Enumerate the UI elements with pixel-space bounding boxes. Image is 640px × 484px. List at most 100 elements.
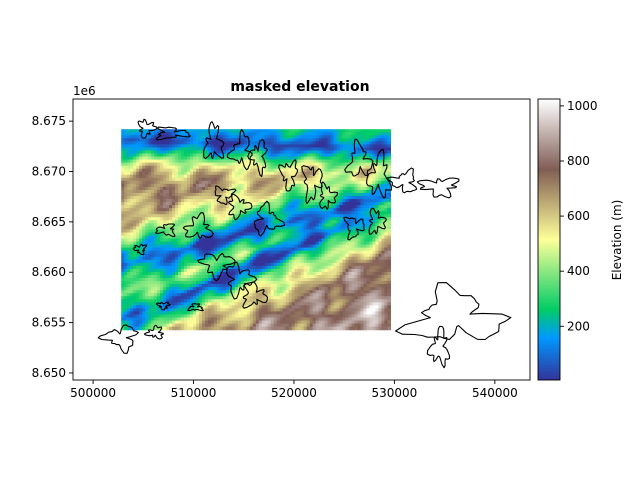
raster-cell — [240, 144, 245, 149]
raster-cell — [351, 165, 356, 170]
raster-cell — [210, 284, 215, 288]
raster-cell — [354, 165, 359, 170]
raster-cell — [339, 165, 344, 170]
raster-cell — [297, 259, 302, 264]
raster-cell — [312, 205, 317, 209]
raster-cell — [243, 138, 248, 142]
raster-cell — [357, 226, 362, 231]
raster-cell — [160, 202, 164, 206]
raster-cell — [339, 238, 344, 243]
raster-cell — [366, 220, 371, 224]
raster-cell — [157, 265, 161, 270]
raster-cell — [210, 296, 215, 300]
raster-cell — [357, 284, 362, 288]
raster-cell — [172, 196, 176, 200]
raster-cell — [246, 250, 251, 255]
raster-cell — [354, 287, 359, 291]
raster-cell — [348, 171, 353, 176]
raster-cell — [157, 171, 161, 176]
raster-cell — [366, 180, 371, 185]
raster-cell — [282, 208, 287, 212]
raster-cell — [264, 214, 269, 218]
raster-cell — [219, 165, 224, 170]
raster-cell — [306, 244, 311, 249]
raster-cell — [198, 259, 203, 264]
raster-cell — [216, 226, 221, 231]
raster-cell — [270, 262, 275, 267]
raster-cell — [234, 180, 239, 185]
raster-cell — [142, 156, 146, 161]
raster-cell — [210, 208, 215, 212]
raster-cell — [330, 278, 335, 282]
raster-cell — [384, 268, 388, 273]
raster-cell — [246, 284, 251, 288]
raster-cell — [261, 274, 266, 279]
raster-cell — [130, 265, 134, 270]
raster-cell — [372, 214, 377, 218]
raster-cell — [207, 268, 212, 273]
raster-cell — [210, 171, 215, 176]
raster-cell — [148, 135, 152, 139]
raster-cell — [151, 290, 155, 294]
raster-cell — [139, 278, 143, 282]
raster-cell — [121, 262, 125, 267]
raster-cell — [190, 271, 194, 276]
raster-cell — [228, 211, 233, 215]
raster-cell — [148, 229, 152, 234]
raster-cell — [315, 192, 320, 197]
raster-cell — [228, 238, 233, 243]
raster-cell — [124, 271, 128, 276]
raster-cell — [178, 150, 182, 155]
raster-cell — [228, 226, 233, 231]
raster-cell — [285, 223, 290, 227]
raster-cell — [288, 247, 293, 252]
raster-cell — [252, 250, 257, 255]
raster-cell — [333, 192, 338, 197]
raster-cell — [207, 180, 212, 185]
raster-cell — [336, 150, 341, 155]
raster-cell — [198, 196, 203, 200]
raster-cell — [288, 147, 293, 152]
raster-cell — [381, 186, 386, 191]
raster-cell — [192, 229, 197, 234]
raster-cell — [169, 271, 173, 276]
raster-cell — [378, 138, 383, 142]
raster-cell — [139, 138, 143, 142]
raster-cell — [285, 135, 290, 139]
raster-cell — [148, 199, 152, 203]
raster-cell — [291, 287, 296, 291]
raster-cell — [273, 165, 278, 170]
raster-cell — [207, 174, 212, 179]
raster-cell — [291, 156, 296, 161]
raster-cell — [336, 229, 341, 234]
raster-cell — [243, 253, 248, 258]
raster-cell — [121, 165, 125, 170]
raster-cell — [240, 220, 245, 224]
raster-cell — [339, 162, 344, 167]
raster-cell — [375, 138, 380, 142]
raster-cell — [372, 262, 377, 267]
raster-cell — [261, 259, 266, 264]
raster-cell — [294, 271, 299, 276]
raster-cell — [261, 250, 266, 255]
raster-cell — [136, 208, 140, 212]
raster-cell — [166, 214, 170, 218]
raster-cell — [136, 144, 140, 149]
raster-cell — [249, 247, 254, 252]
raster-cell — [351, 196, 356, 200]
raster-cell — [273, 174, 278, 179]
raster-cell — [342, 196, 347, 200]
raster-cell — [369, 244, 374, 249]
raster-cell — [219, 138, 224, 142]
raster-cell — [312, 250, 317, 255]
raster-cell — [195, 135, 200, 139]
raster-cell — [315, 259, 320, 264]
raster-cell — [357, 147, 362, 152]
raster-cell — [181, 202, 185, 206]
raster-cell — [178, 274, 182, 279]
raster-cell — [127, 144, 131, 149]
raster-cell — [130, 141, 134, 145]
raster-cell — [192, 278, 197, 282]
raster-cell — [321, 232, 326, 237]
raster-cell — [345, 241, 350, 246]
